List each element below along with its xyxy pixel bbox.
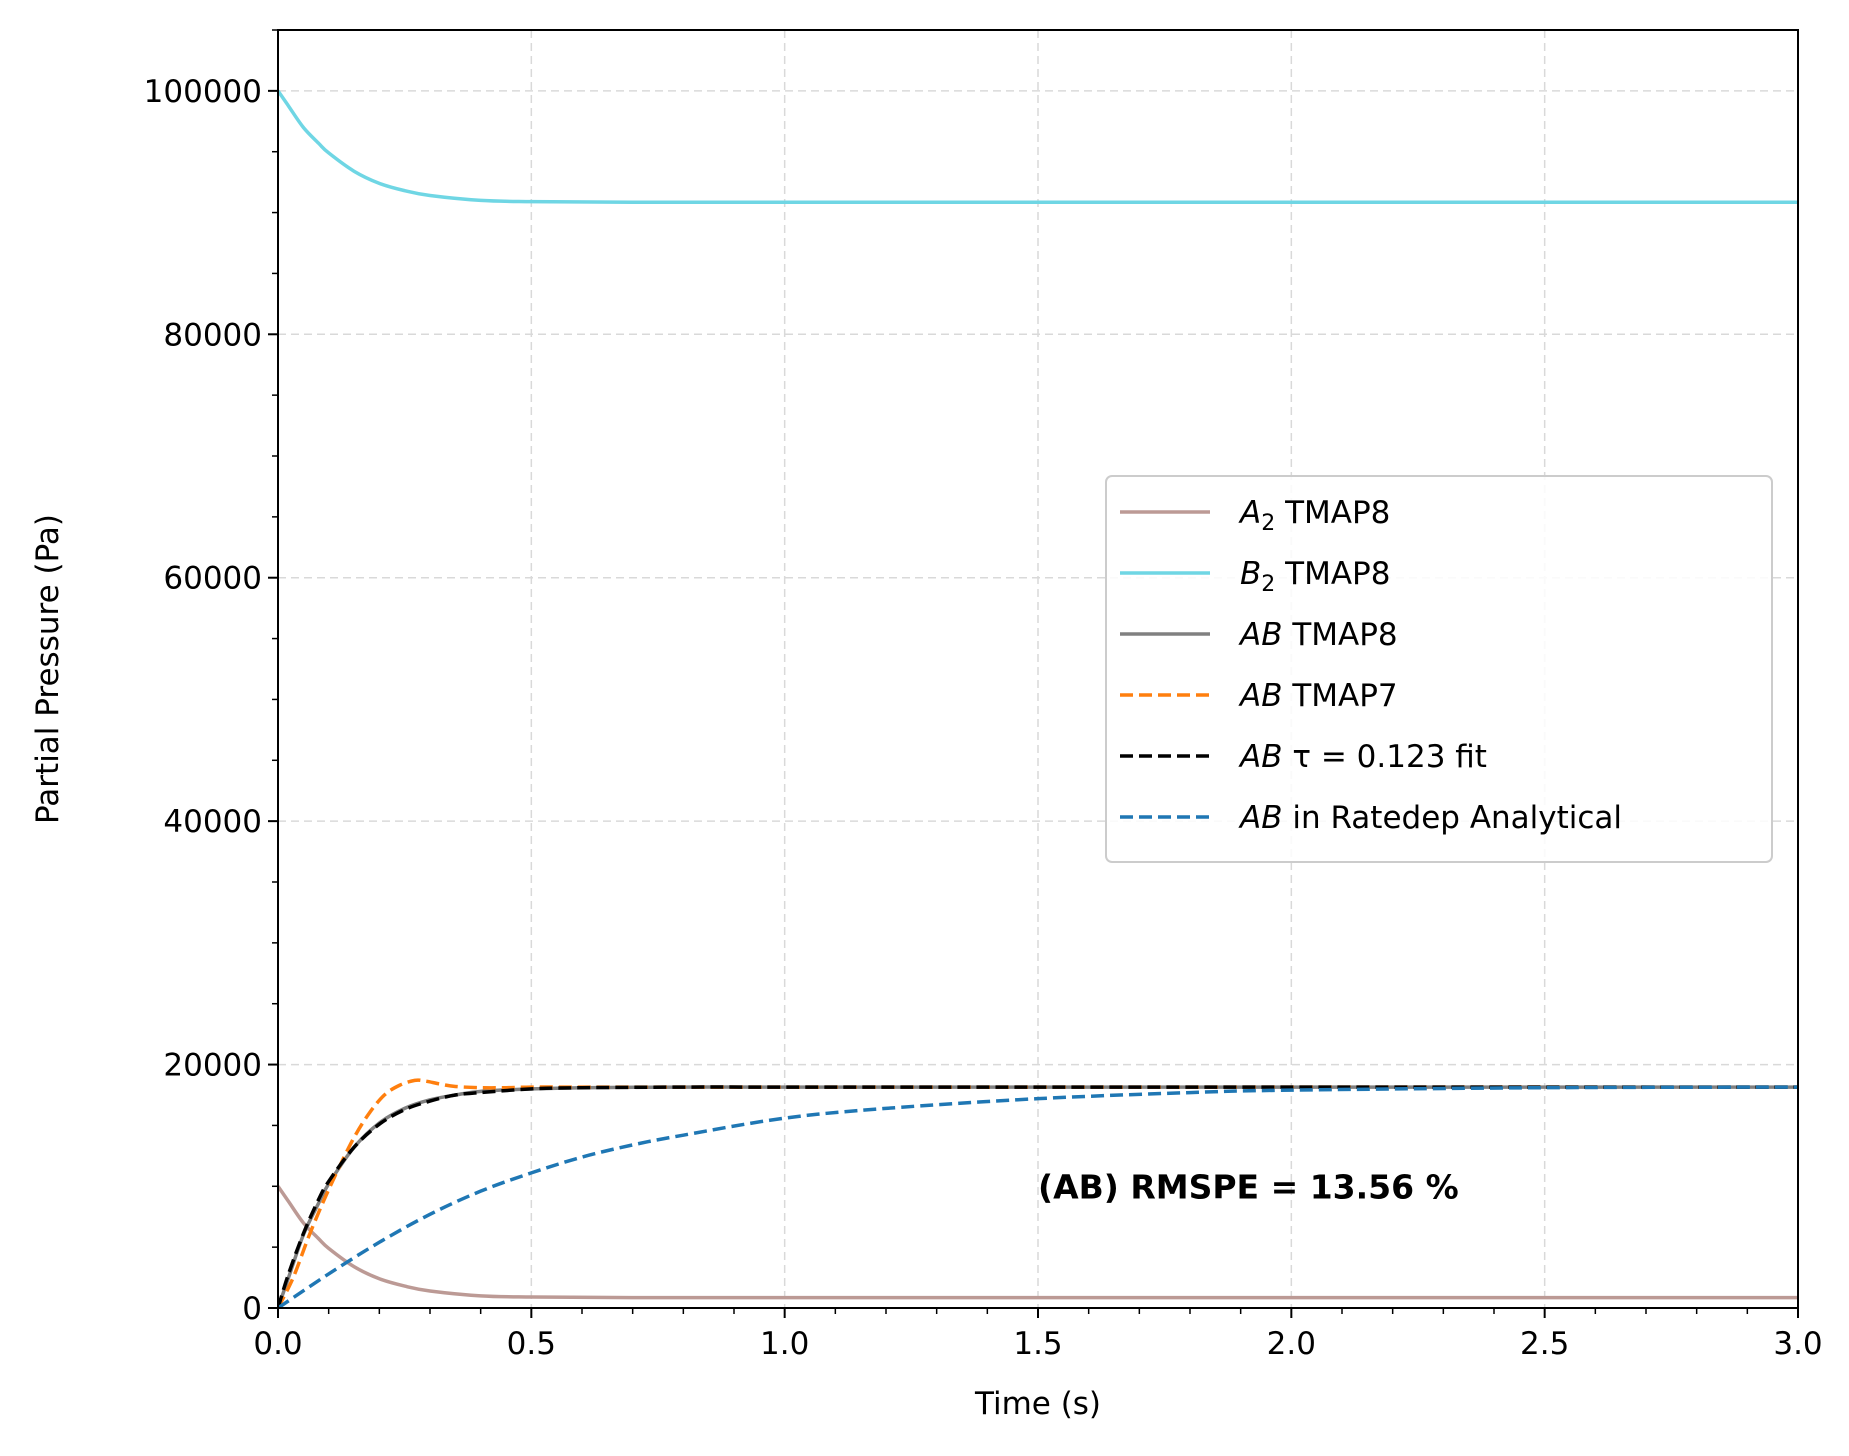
- x-tick-label: 2.0: [1267, 1326, 1316, 1362]
- x-axis-title: Time (s): [974, 1386, 1101, 1422]
- legend-label: A2 TMAP8: [1238, 495, 1390, 536]
- series-line-5: [278, 1085, 1798, 1308]
- rmspe-annotation: (AB) RMSPE = 13.56 %: [1038, 1167, 1459, 1206]
- y-tick-label: 80000: [163, 317, 262, 353]
- x-tick-label: 1.0: [760, 1326, 809, 1362]
- legend-box: [1105, 475, 1773, 863]
- legend-label: AB TMAP8: [1238, 617, 1398, 653]
- x-tick-label: 3.0: [1773, 1326, 1822, 1362]
- y-tick-label: 0: [242, 1291, 262, 1327]
- y-tick-label: 40000: [163, 804, 262, 840]
- x-tick-label: 2.5: [1520, 1326, 1569, 1362]
- legend-label: AB τ = 0.123 fit: [1238, 739, 1487, 775]
- y-axis-title: Partial Pressure (Pa): [30, 514, 66, 824]
- x-tick-label: 0.0: [253, 1326, 302, 1362]
- y-tick-label: 60000: [163, 561, 262, 597]
- legend-label: AB TMAP7: [1238, 678, 1398, 714]
- y-tick-label: 100000: [144, 74, 262, 110]
- x-tick-label: 1.5: [1013, 1326, 1062, 1362]
- legend-label: AB in Ratedep Analytical: [1238, 800, 1622, 836]
- series-line-4: [278, 1085, 1798, 1308]
- ticks: 0.0 0.5 1.0 1.5 2.0 2.5 3.0 0 20000 40000 60000 800…: [144, 29, 1823, 1362]
- series-line-1: [278, 89, 1798, 205]
- y-tick-label: 20000: [163, 1048, 262, 1084]
- x-tick-label: 0.5: [507, 1326, 556, 1362]
- series-line-0: [278, 1185, 1798, 1300]
- legend-label: B2 TMAP8: [1240, 556, 1390, 597]
- legend: A2 TMAP8 B2 TMAP8 AB TMAP8 AB TMAP7 AB τ = 0…: [1105, 475, 1773, 863]
- series-layer: [278, 89, 1798, 1308]
